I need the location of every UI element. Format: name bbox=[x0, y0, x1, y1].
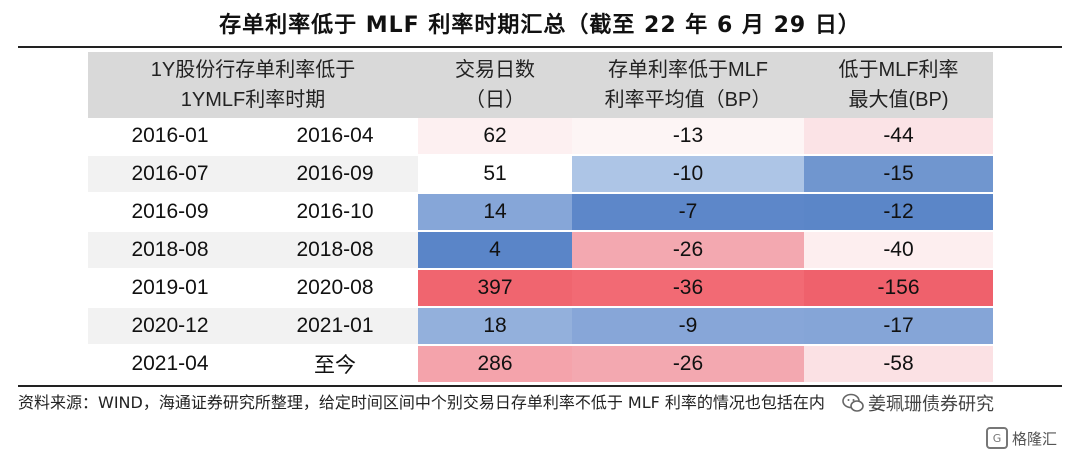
cell-avg: -10 bbox=[572, 156, 804, 194]
cell-start: 2018-08 bbox=[88, 232, 252, 270]
cell-max: -15 bbox=[804, 156, 993, 194]
cell-max: -17 bbox=[804, 308, 993, 346]
wechat-icon bbox=[842, 393, 864, 412]
cell-max: -12 bbox=[804, 194, 993, 232]
header-avg: 存单利率低于MLF 利率平均值（BP） bbox=[572, 52, 804, 118]
wechat-watermark-text: 姜珮珊债券研究 bbox=[868, 394, 994, 415]
cell-avg: -26 bbox=[572, 232, 804, 270]
cell-max: -156 bbox=[804, 270, 993, 308]
header-days: 交易日数 （日） bbox=[418, 52, 572, 118]
header-row: 1Y股份行存单利率低于 1YMLF利率时期 交易日数 （日） 存单利率低于MLF… bbox=[88, 52, 993, 118]
cell-end: 2016-10 bbox=[252, 194, 418, 232]
cell-days: 397 bbox=[418, 270, 572, 308]
table-title: 存单利率低于 MLF 利率时期汇总（截至 22 年 6 月 29 日） bbox=[219, 13, 861, 38]
header-period: 1Y股份行存单利率低于 1YMLF利率时期 bbox=[88, 52, 418, 118]
cell-avg: -7 bbox=[572, 194, 804, 232]
wechat-watermark: 姜珮珊债券研究 bbox=[842, 388, 1042, 418]
cell-days: 286 bbox=[418, 346, 572, 384]
cell-start: 2016-09 bbox=[88, 194, 252, 232]
cell-days: 51 bbox=[418, 156, 572, 194]
table-row: 2016-07 2016-09 51 -10 -15 bbox=[88, 156, 993, 194]
table-row: 2021-04 至今 286 -26 -58 bbox=[88, 346, 993, 384]
cell-end: 至今 bbox=[252, 346, 418, 384]
cell-start: 2016-01 bbox=[88, 118, 252, 156]
cell-end: 2016-09 bbox=[252, 156, 418, 194]
rate-table: 1Y股份行存单利率低于 1YMLF利率时期 交易日数 （日） 存单利率低于MLF… bbox=[88, 52, 993, 384]
table-row: 2016-01 2016-04 62 -13 -44 bbox=[88, 118, 993, 156]
cell-start: 2021-04 bbox=[88, 346, 252, 384]
table-row: 2018-08 2018-08 4 -26 -40 bbox=[88, 232, 993, 270]
top-rule bbox=[18, 46, 1062, 48]
cell-end: 2018-08 bbox=[252, 232, 418, 270]
cell-max: -44 bbox=[804, 118, 993, 156]
cell-end: 2021-01 bbox=[252, 308, 418, 346]
table-row: 2020-12 2021-01 18 -9 -17 bbox=[88, 308, 993, 346]
gelonghui-watermark: G 格隆汇 bbox=[986, 424, 1076, 452]
header-max-line2: 最大值(BP) bbox=[848, 89, 949, 111]
header-period-line2: 1YMLF利率时期 bbox=[180, 89, 326, 111]
cell-start: 2016-07 bbox=[88, 156, 252, 194]
cell-days: 18 bbox=[418, 308, 572, 346]
header-days-line1: 交易日数 bbox=[455, 59, 535, 81]
cell-days: 4 bbox=[418, 232, 572, 270]
cell-days: 62 bbox=[418, 118, 572, 156]
cell-avg: -36 bbox=[572, 270, 804, 308]
cell-max: -40 bbox=[804, 232, 993, 270]
gelonghui-logo-icon: G bbox=[986, 427, 1008, 449]
bottom-rule bbox=[18, 385, 1062, 387]
cell-end: 2020-08 bbox=[252, 270, 418, 308]
source-note: 资料来源：WIND，海通证券研究所整理，给定时间区间中个别交易日存单利率不低于 … bbox=[18, 393, 825, 412]
cell-start: 2020-12 bbox=[88, 308, 252, 346]
header-avg-line1: 存单利率低于MLF bbox=[608, 59, 768, 81]
header-max-line1: 低于MLF利率 bbox=[838, 59, 959, 81]
table-row: 2019-01 2020-08 397 -36 -156 bbox=[88, 270, 993, 308]
cell-avg: -26 bbox=[572, 346, 804, 384]
cell-avg: -13 bbox=[572, 118, 804, 156]
cell-end: 2016-04 bbox=[252, 118, 418, 156]
gelonghui-watermark-text: 格隆汇 bbox=[1012, 429, 1058, 448]
cell-days: 14 bbox=[418, 194, 572, 232]
table-row: 2016-09 2016-10 14 -7 -12 bbox=[88, 194, 993, 232]
cell-max: -58 bbox=[804, 346, 993, 384]
header-max: 低于MLF利率 最大值(BP) bbox=[804, 52, 993, 118]
header-period-line1: 1Y股份行存单利率低于 bbox=[150, 59, 356, 81]
header-days-line2: （日） bbox=[465, 89, 525, 111]
cell-avg: -9 bbox=[572, 308, 804, 346]
cell-start: 2019-01 bbox=[88, 270, 252, 308]
header-avg-line2: 利率平均值（BP） bbox=[604, 89, 772, 111]
